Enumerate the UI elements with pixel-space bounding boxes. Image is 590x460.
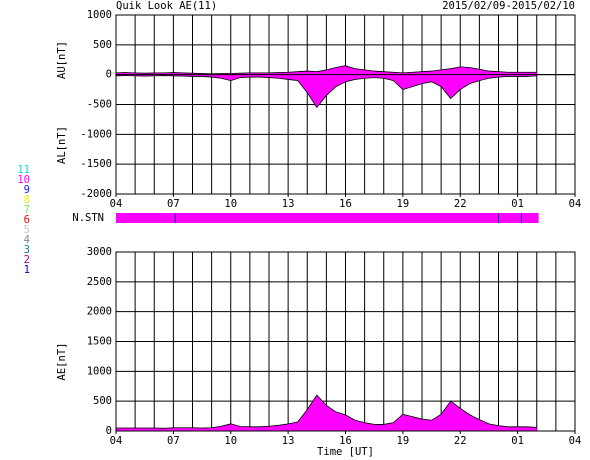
x-tick-label: 19: [397, 198, 410, 210]
x-tick-label: 13: [282, 198, 295, 210]
station-label: 2: [24, 254, 30, 266]
date-range: 2015/02/09-2015/02/10: [442, 0, 575, 12]
station-label: 5: [24, 224, 30, 236]
y-tick-label: -1000: [80, 128, 112, 140]
station-label: 1: [24, 264, 30, 276]
station-label: 4: [24, 234, 30, 246]
x-tick-label: 04: [110, 435, 123, 447]
x-tick-label: 04: [110, 198, 123, 210]
x-tick-label: 13: [282, 435, 295, 447]
station-label: 9: [24, 184, 30, 196]
area-outline: [115, 75, 537, 109]
y-tick-label: 1000: [87, 9, 112, 21]
x-tick-label: 07: [167, 435, 180, 447]
y-tick-label: -500: [87, 99, 112, 111]
area: [116, 74, 537, 108]
x-tick-label: 04: [569, 198, 582, 210]
area: [116, 395, 537, 431]
y-tick-label: 1000: [87, 365, 112, 377]
y-tick-label: -2000: [80, 188, 112, 200]
area-outline: [116, 394, 537, 429]
x-tick-label: 22: [454, 435, 467, 447]
y-axis-label: AU[nT]: [56, 41, 68, 79]
y-tick-label: -1500: [80, 158, 112, 170]
y-tick-label: 500: [93, 39, 112, 51]
station-label: 3: [24, 244, 30, 256]
area-outline: [115, 65, 537, 75]
station-label: 8: [24, 194, 30, 206]
y-tick-label: 500: [93, 395, 112, 407]
plot-frame: [115, 14, 576, 195]
y-tick-label: 1500: [87, 336, 112, 348]
y-tick-label: 3000: [87, 246, 112, 258]
y-tick-label: 0: [106, 425, 112, 437]
y-tick-label: 0: [106, 69, 112, 81]
x-tick-label: 10: [224, 198, 237, 210]
x-tick-label: 19: [397, 435, 410, 447]
y-axis-label: AE[nT]: [56, 343, 68, 381]
station-label: 7: [24, 204, 30, 216]
x-tick-label: 01: [511, 435, 524, 447]
plot-frame: [115, 251, 576, 432]
x-axis-label: Time [UT]: [317, 446, 374, 458]
nstn-bar: [116, 213, 539, 223]
y-axis-label: AL[nT]: [56, 126, 68, 164]
x-tick-label: 22: [454, 198, 467, 210]
x-tick-label: 16: [339, 198, 352, 210]
x-tick-label: 07: [167, 198, 180, 210]
x-tick-label: 04: [569, 435, 582, 447]
chart-title: Quik Look AE(11): [116, 0, 217, 12]
station-label: 6: [24, 214, 30, 226]
x-tick-label: 01: [511, 198, 524, 210]
nstn-label: N.STN: [72, 212, 104, 224]
x-tick-label: 10: [224, 435, 237, 447]
station-label: 10: [17, 174, 30, 186]
y-tick-label: 2500: [87, 276, 112, 288]
x-tick-label: 16: [339, 435, 352, 447]
station-label: 11: [17, 164, 30, 176]
y-tick-label: 2000: [87, 306, 112, 318]
